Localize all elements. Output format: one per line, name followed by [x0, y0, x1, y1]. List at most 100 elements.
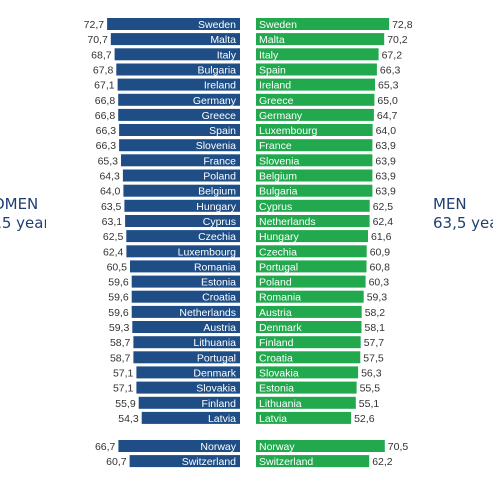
women-value-label: 66,8 — [95, 95, 116, 107]
women-country-label: Bulgaria — [197, 65, 236, 77]
women-value-label: 65,3 — [98, 155, 119, 167]
women-value-label: 59,6 — [108, 307, 129, 319]
men-bar-croatia — [256, 351, 361, 364]
men-value-label: 66,3 — [380, 65, 401, 77]
women-value-label: 54,3 — [118, 413, 139, 425]
women-bar-denmark — [136, 366, 240, 379]
women-country-label: Slovenia — [196, 140, 236, 152]
men-country-label: Latvia — [259, 413, 287, 425]
men-country-label: Switzerland — [259, 456, 313, 468]
men-value-label: 62,2 — [372, 456, 393, 468]
men-country-label: Italy — [259, 49, 279, 61]
men-bar-bulgaria — [256, 184, 373, 197]
women-country-label: Sweden — [198, 19, 236, 31]
men-country-label: Luxembourg — [259, 125, 318, 137]
women-value-label: 62,4 — [103, 246, 124, 258]
women-value-label: 58,7 — [110, 337, 131, 349]
women-country-label: Czechia — [198, 231, 236, 243]
men-value-label: 52,6 — [354, 413, 375, 425]
women-bar-czechia — [126, 230, 240, 243]
men-value-label: 64,0 — [376, 125, 397, 137]
women-value-label: 66,3 — [96, 125, 117, 137]
men-value-label: 55,5 — [360, 383, 381, 395]
men-country-label: Slovakia — [259, 367, 299, 379]
men-country-label: France — [259, 140, 292, 152]
women-value-label: 67,8 — [93, 65, 114, 77]
women-country-label: Netherlands — [179, 307, 236, 319]
women-value-label: 66,7 — [95, 441, 116, 453]
women-value-label: 59,3 — [109, 322, 130, 334]
men-value-label: 57,5 — [363, 352, 384, 364]
women-country-label: Finland — [202, 398, 237, 410]
men-bar-czechia — [256, 245, 367, 258]
women-bar-italy — [114, 48, 240, 61]
women-country-label: Slovakia — [196, 383, 236, 395]
women-value-label: 70,7 — [87, 34, 108, 46]
men-bar-france — [256, 139, 373, 152]
women-country-label: Croatia — [202, 292, 236, 304]
men-bar-hungary — [256, 230, 368, 243]
men-bar-germany — [256, 108, 374, 121]
men-bar-ireland — [256, 78, 375, 91]
men-value-label: 64,7 — [377, 110, 398, 122]
women-country-label: Germany — [193, 95, 237, 107]
men-value-label: 63,9 — [375, 155, 396, 167]
men-country-label: Croatia — [259, 352, 293, 364]
women-bar-latvia — [141, 411, 240, 424]
men-country-label: Portugal — [259, 261, 298, 273]
women-country-label: Hungary — [196, 201, 236, 213]
women-value-label: 57,1 — [113, 383, 134, 395]
men-value-label: 67,2 — [382, 49, 403, 61]
women-bar-netherlands — [131, 305, 240, 318]
women-bar-france — [121, 154, 240, 167]
women-country-label: Italy — [217, 49, 237, 61]
men-country-label: Slovenia — [259, 155, 299, 167]
men-title: MEN — [433, 195, 467, 213]
men-bar-italy — [256, 48, 379, 61]
men-value-label: 59,3 — [367, 292, 388, 304]
men-country-label: Finland — [259, 337, 294, 349]
women-country-label: Poland — [203, 171, 236, 183]
women-bar-belgium — [123, 184, 240, 197]
women-country-label: Portugal — [197, 352, 236, 364]
men-bar-greece — [256, 93, 375, 106]
women-country-label: France — [203, 155, 236, 167]
women-value-label: 60,5 — [107, 261, 128, 273]
men-bars: Sweden 72,8 Malta 70,2 Italy 67,2 Spain 66,3 Ire… — [256, 18, 413, 468]
men-value-label: 61,6 — [371, 231, 392, 243]
men-bar-estonia — [256, 381, 357, 394]
women-country-label: Austria — [203, 322, 236, 334]
men-value-label: 63,9 — [375, 140, 396, 152]
women-bar-slovakia — [136, 381, 240, 394]
women-bar-croatia — [131, 290, 240, 303]
men-country-label: Czechia — [259, 246, 297, 258]
women-country-label: Luxembourg — [178, 246, 237, 258]
women-country-label: Denmark — [193, 367, 236, 379]
men-country-label: Sweden — [259, 19, 297, 31]
women-bar-bulgaria — [116, 63, 240, 76]
women-country-label: Ireland — [204, 80, 236, 92]
women-bar-norway — [118, 440, 240, 452]
men-value-label: 60,8 — [370, 261, 391, 273]
men-value-label: 60,9 — [370, 246, 391, 258]
men-country-label: Spain — [259, 65, 286, 77]
women-country-label: Belgium — [198, 186, 236, 198]
women-bar-greece — [118, 108, 240, 121]
men-bar-denmark — [256, 321, 362, 333]
men-bar-portugal — [256, 260, 367, 273]
men-country-label: Poland — [259, 277, 292, 289]
men-bar-malta — [256, 33, 385, 46]
men-value-label: 60,3 — [369, 277, 390, 289]
men-bar-latvia — [256, 411, 352, 424]
women-bar-sweden — [107, 18, 240, 30]
men-value-label: 58,2 — [365, 307, 386, 319]
men-country-label: Cyprus — [259, 201, 292, 213]
men-value-label: 63,9 — [375, 186, 396, 198]
women-average-label: WOMEN 63,5 years — [0, 195, 46, 233]
women-country-label: Lithuania — [193, 337, 236, 349]
women-bar-austria — [132, 321, 240, 333]
men-value-label: 70,2 — [387, 34, 408, 46]
women-bar-cyprus — [125, 215, 240, 227]
women-bar-switzerland — [129, 455, 240, 468]
